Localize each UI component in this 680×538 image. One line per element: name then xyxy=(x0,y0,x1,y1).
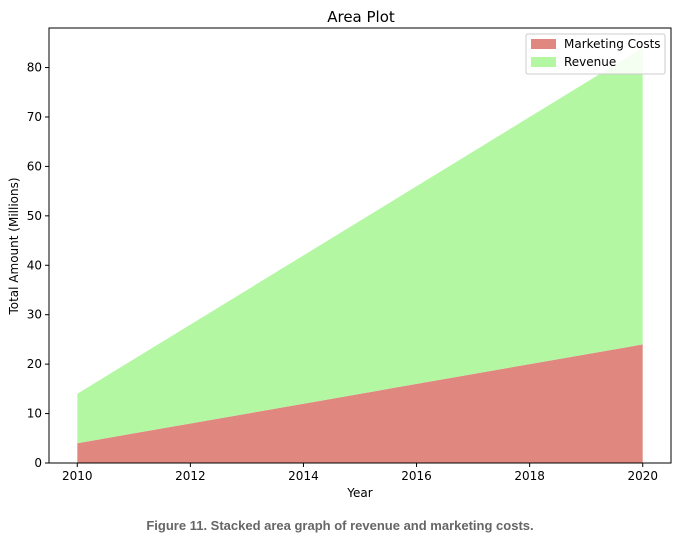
legend-swatch-marketing-costs xyxy=(531,39,556,49)
y-tick-label: 20 xyxy=(27,357,42,371)
legend-label-revenue: Revenue xyxy=(564,55,616,69)
x-tick-label: 2016 xyxy=(401,469,432,483)
x-tick-label: 2020 xyxy=(627,469,658,483)
y-tick-label: 70 xyxy=(27,110,42,124)
legend-box xyxy=(525,33,666,75)
plot-areas xyxy=(77,47,643,463)
plot-frame xyxy=(48,27,672,464)
area-series-revenue xyxy=(77,47,643,444)
y-tick-label: 80 xyxy=(27,61,42,75)
x-tick-label: 2018 xyxy=(514,469,545,483)
x-tick-label: 2010 xyxy=(62,469,93,483)
y-tick-label: 40 xyxy=(27,258,42,272)
area-series-marketing-costs xyxy=(77,344,643,463)
y-tick-label: 0 xyxy=(34,456,42,470)
y-tick-label: 10 xyxy=(27,407,42,421)
y-tick-label: 50 xyxy=(27,209,42,223)
legend-swatch-revenue xyxy=(531,57,556,67)
x-axis-label: Year xyxy=(346,486,372,500)
chart-title: Area Plot xyxy=(327,8,395,26)
legend-label-marketing-costs: Marketing Costs xyxy=(564,37,661,51)
y-tick-label: 60 xyxy=(27,159,42,173)
figure-caption: Figure 11. Stacked area graph of revenue… xyxy=(146,518,534,533)
x-tick-label: 2014 xyxy=(288,469,319,483)
legend: Marketing Costs Revenue xyxy=(525,33,666,75)
y-tick-label: 30 xyxy=(27,308,42,322)
y-axis-label: Total Amount (Millions) xyxy=(7,177,21,315)
axis-ticks: 2010 2012 2014 2016 2018 2020 0 10 20 30 40 50 60 70 8… xyxy=(27,61,658,483)
x-tick-label: 2012 xyxy=(175,469,206,483)
